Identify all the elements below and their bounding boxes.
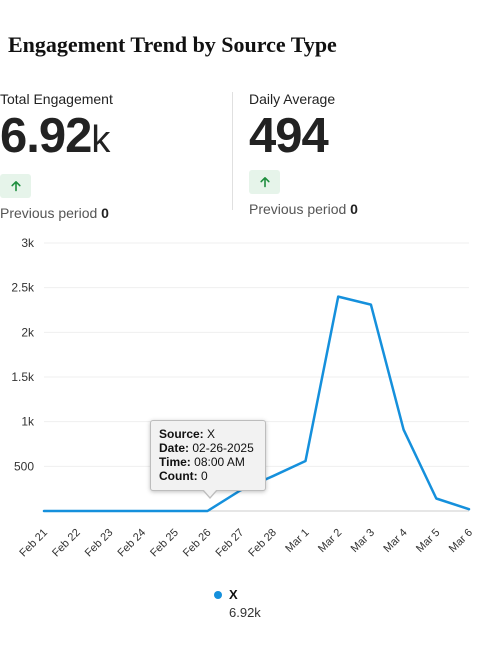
- x-tick-label: Mar 5: [414, 527, 442, 555]
- x-tick-label: Feb 24: [115, 527, 148, 560]
- x-tick-label: Mar 4: [381, 527, 409, 555]
- y-tick-label: 500: [14, 459, 34, 473]
- tooltip-source: Source: X: [159, 427, 257, 441]
- total-engagement-card: Total Engagement 6.92k Previous period 0: [0, 90, 232, 222]
- x-tick-label: Mar 3: [349, 527, 377, 555]
- x-tick-label: Feb 26: [181, 527, 214, 560]
- x-tick-label: Mar 2: [316, 527, 344, 555]
- tooltip-date-label: Date:: [159, 441, 190, 455]
- total-previous-value: 0: [101, 205, 109, 221]
- tooltip-source-value: X: [207, 427, 216, 441]
- tooltip-count: Count: 0: [159, 469, 257, 483]
- daily-average-card: Daily Average 494 Previous period 0: [249, 90, 469, 218]
- tooltip-source-label: Source:: [159, 427, 204, 441]
- y-tick-label: 1k: [21, 415, 35, 429]
- x-tick-label: Feb 27: [214, 527, 247, 560]
- y-tick-label: 3k: [21, 236, 35, 250]
- x-tick-label: Feb 25: [148, 527, 181, 560]
- x-tick-label: Feb 21: [17, 527, 50, 560]
- arrow-up-icon: [259, 177, 270, 188]
- tooltip-time: Time: 08:00 AM: [159, 455, 257, 469]
- y-tick-label: 2k: [21, 325, 35, 339]
- average-previous-label: Previous period: [249, 201, 347, 217]
- total-trend-badge: [0, 174, 31, 198]
- total-previous-label: Previous period: [0, 205, 98, 221]
- y-tick-label: 1.5k: [11, 370, 35, 384]
- x-tick-label: Feb 28: [246, 527, 279, 560]
- page-title: Engagement Trend by Source Type: [8, 32, 337, 57]
- tooltip-count-value: 0: [201, 469, 208, 483]
- x-tick-label: Feb 22: [50, 527, 83, 560]
- average-previous-value: 0: [350, 201, 358, 217]
- x-tick-label: Mar 1: [283, 527, 311, 555]
- tooltip-count-label: Count:: [159, 469, 198, 483]
- stats-divider: [232, 92, 233, 210]
- total-engagement-value: 6.92k: [0, 110, 232, 166]
- arrow-up-icon: [10, 181, 21, 192]
- x-tick-label: Mar 6: [447, 527, 475, 555]
- legend-dot: [214, 590, 222, 599]
- tooltip-time-label: Time:: [159, 455, 191, 469]
- chart-tooltip: Source: X Date: 02-26-2025 Time: 08:00 A…: [150, 420, 266, 499]
- average-trend-badge: [249, 170, 280, 194]
- y-tick-label: 2.5k: [11, 281, 35, 295]
- legend-item-label: X: [229, 587, 238, 602]
- total-previous-period: Previous period 0: [0, 204, 232, 222]
- daily-average-value: 494: [249, 109, 329, 163]
- tooltip-date: Date: 02-26-2025: [159, 441, 257, 455]
- daily-average-label: Daily Average: [249, 91, 336, 107]
- legend-item-x[interactable]: X: [214, 587, 261, 602]
- total-engagement-number: 6.92: [0, 109, 92, 163]
- average-previous-period: Previous period 0: [249, 200, 469, 218]
- tooltip-date-value: 02-26-2025: [192, 441, 254, 455]
- legend-item-total: 6.92k: [229, 605, 261, 620]
- total-engagement-unit: k: [91, 119, 111, 161]
- tooltip-time-value: 08:00 AM: [194, 455, 245, 469]
- total-engagement-label: Total Engagement: [0, 91, 113, 107]
- x-tick-label: Feb 23: [83, 527, 116, 560]
- chart-legend[interactable]: X 6.92k: [214, 587, 261, 620]
- tooltip-pointer: [202, 489, 218, 499]
